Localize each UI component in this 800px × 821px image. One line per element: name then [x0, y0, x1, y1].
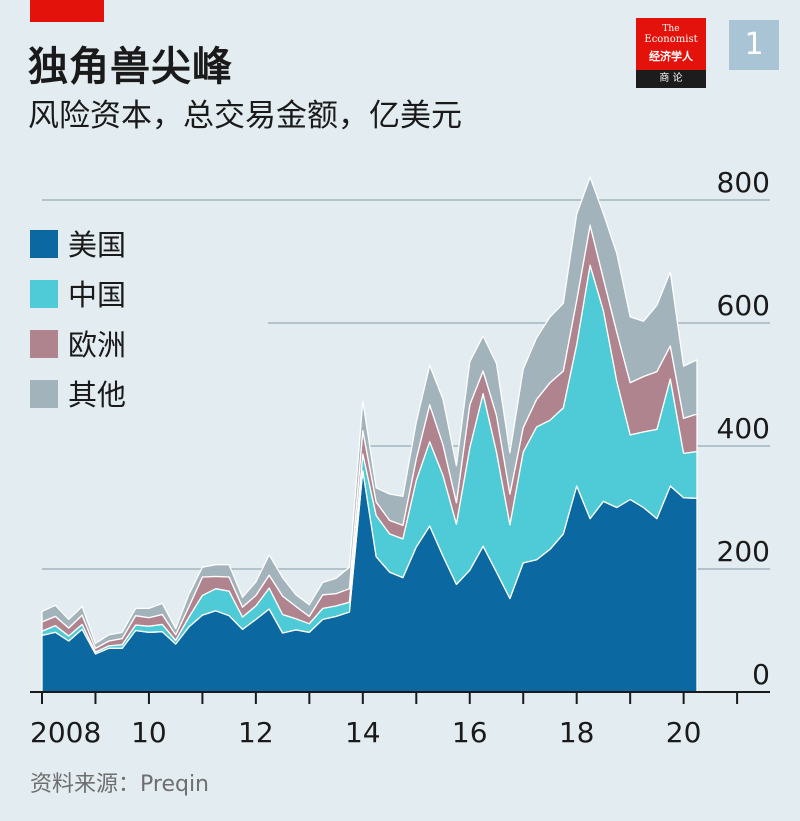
- x-tick-label: 10: [131, 716, 167, 749]
- legend-swatch: [30, 380, 58, 408]
- legend-label: 欧洲: [68, 328, 126, 362]
- x-tick-label: 20: [666, 716, 702, 749]
- legend-swatch: [30, 280, 58, 308]
- brand-red-tab: [30, 0, 104, 22]
- area-series: [41, 176, 698, 693]
- area-其他: [41, 176, 698, 649]
- legend-label: 其他: [68, 378, 126, 412]
- logo-line-1: The: [662, 24, 680, 34]
- logo-line-2: Economist: [644, 34, 698, 45]
- logo-line-4: 商 论: [636, 70, 706, 88]
- y-tick-label: 400: [717, 412, 770, 445]
- x-tick-label: 12: [238, 716, 274, 749]
- legend-label: 中国: [68, 278, 126, 312]
- x-tick-label: 16: [452, 716, 488, 749]
- y-tick-label: 600: [717, 289, 770, 322]
- x-tick-label: 14: [345, 716, 381, 749]
- legend-label: 美国: [68, 228, 126, 262]
- x-tick-label: 2008: [30, 716, 101, 749]
- chart-number-badge: 1: [729, 20, 779, 70]
- x-axis: 2008 10 12 14 16 18 20: [30, 691, 770, 749]
- y-tick-label: 0: [752, 658, 770, 691]
- legend-swatch: [30, 230, 58, 258]
- chart-title: 独角兽尖峰: [28, 44, 233, 90]
- legend-swatch: [30, 330, 58, 358]
- chart-subtitle: 风险资本，总交易金额，亿美元: [28, 98, 462, 134]
- economist-logo: The Economist 经济学人 商 论: [636, 18, 706, 88]
- source-note: 资料来源：Preqin: [30, 772, 209, 797]
- y-tick-label: 200: [717, 535, 770, 568]
- logo-line-3: 经济学人: [649, 50, 693, 63]
- x-tick-label: 18: [559, 716, 595, 749]
- y-tick-label: 800: [717, 166, 770, 199]
